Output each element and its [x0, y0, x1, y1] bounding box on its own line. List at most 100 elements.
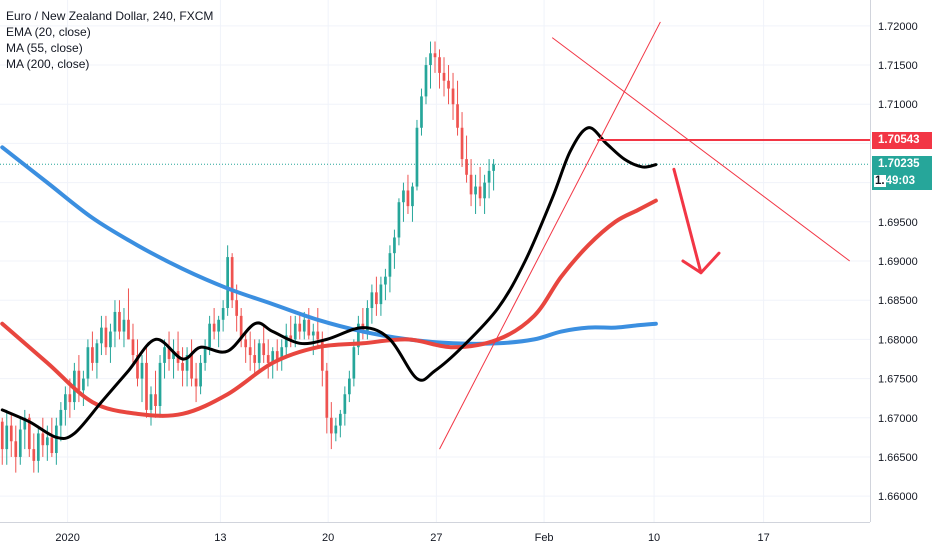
candle-body: [442, 72, 446, 81]
candle-body: [244, 339, 248, 348]
y-tick-label: 1.69000: [878, 256, 918, 268]
candle-body: [36, 433, 40, 461]
current-price-label: 1.70235: [878, 157, 920, 170]
candle-body: [167, 347, 171, 359]
candle-body: [50, 437, 54, 454]
x-tick-label: 10: [648, 532, 660, 544]
candle-body: [366, 308, 369, 332]
candle-body: [397, 202, 401, 238]
candle-body: [145, 362, 148, 410]
candle-body: [59, 409, 63, 426]
candle-body: [77, 370, 81, 391]
candle-body: [447, 80, 450, 89]
candle-body: [45, 437, 49, 446]
candle-body: [478, 186, 482, 199]
candle-body: [226, 257, 229, 309]
candle-body: [140, 362, 144, 379]
candle-body: [230, 257, 234, 301]
y-tick-label: 1.69500: [878, 217, 918, 229]
y-tick-label: 1.66500: [878, 452, 918, 464]
candle-body: [203, 347, 207, 363]
candle-body: [248, 347, 252, 356]
candle-body: [302, 319, 306, 332]
candle-body: [185, 355, 189, 371]
candle-body: [438, 57, 441, 73]
candle-body: [311, 331, 315, 336]
candle-body: [284, 335, 288, 348]
candle-body: [474, 186, 477, 195]
candle-body: [429, 53, 432, 66]
candle-body: [492, 164, 495, 171]
candle-body: [95, 343, 99, 363]
candle-body: [104, 327, 108, 348]
candle-body: [343, 394, 347, 414]
x-tick-label: 2020: [55, 532, 79, 544]
candle-body: [27, 417, 31, 450]
legend-ema20: EMA (20, close): [6, 25, 91, 39]
candle-body: [217, 319, 220, 332]
candle-body: [235, 300, 239, 316]
y-tick-label: 1.72000: [878, 21, 918, 33]
candle-body: [18, 429, 22, 457]
candle-body: [483, 182, 486, 199]
candle-body: [411, 186, 414, 207]
candle-body: [402, 190, 405, 203]
candle-body: [158, 362, 162, 406]
candle-body: [384, 276, 387, 285]
chart-legend: Euro / New Zealand Dollar, 240, FXCM EMA…: [6, 8, 213, 72]
candle-body: [325, 370, 329, 418]
candle-body: [275, 351, 279, 359]
candle-body: [239, 315, 243, 340]
candle-body: [100, 327, 103, 344]
candle-body: [82, 378, 85, 391]
candle-body: [352, 347, 356, 379]
candle-body: [289, 335, 293, 340]
candle-body: [406, 190, 410, 207]
candle-body: [271, 351, 275, 363]
candle-body: [298, 323, 302, 332]
ema20-line: [0, 126, 658, 441]
candle-body: [23, 417, 27, 430]
candle-body: [307, 319, 311, 336]
current-price-tag: 1.70235: [872, 155, 932, 173]
resistance-price-label: 1.70543: [878, 133, 920, 146]
symbol-title: Euro / New Zealand Dollar, 240, FXCM: [6, 9, 214, 23]
y-tick-label: 1.67000: [878, 413, 918, 425]
candle-body: [266, 355, 270, 363]
ma55-line: [0, 198, 658, 418]
candle-body: [338, 413, 342, 426]
bearish-arrow-head: [681, 251, 721, 275]
candle-body: [424, 65, 428, 97]
candle-body: [388, 253, 392, 277]
candle-body: [149, 394, 153, 410]
x-tick-label: 13: [214, 532, 226, 544]
y-tick-label: 1.71500: [878, 60, 918, 72]
x-tick-label: 27: [430, 532, 442, 544]
candle-body: [91, 347, 94, 363]
legend-ma55: MA (55, close): [6, 41, 83, 55]
candle-body: [456, 104, 459, 128]
x-tick-label: 20: [322, 532, 334, 544]
countdown-prefix: 1.: [874, 174, 886, 187]
candle-body: [320, 339, 324, 371]
candle-body: [460, 127, 464, 160]
y-tick-label: 1.71000: [878, 99, 918, 111]
candle-body: [334, 425, 338, 434]
candle-body: [253, 355, 257, 363]
candle-body: [208, 323, 211, 348]
candle-body: [118, 311, 121, 332]
legend-ma200: MA (200, close): [6, 57, 90, 71]
candle-body: [415, 127, 419, 187]
x-tick-label: 17: [757, 532, 769, 544]
y-tick-label: 1.68000: [878, 334, 918, 346]
candle-body: [393, 237, 396, 254]
candle-body: [293, 323, 297, 340]
candle-body: [181, 362, 184, 371]
candle-body: [348, 378, 351, 395]
resistance-trendline: [551, 37, 851, 262]
candle-body: [420, 96, 423, 128]
candle-body: [41, 433, 45, 446]
